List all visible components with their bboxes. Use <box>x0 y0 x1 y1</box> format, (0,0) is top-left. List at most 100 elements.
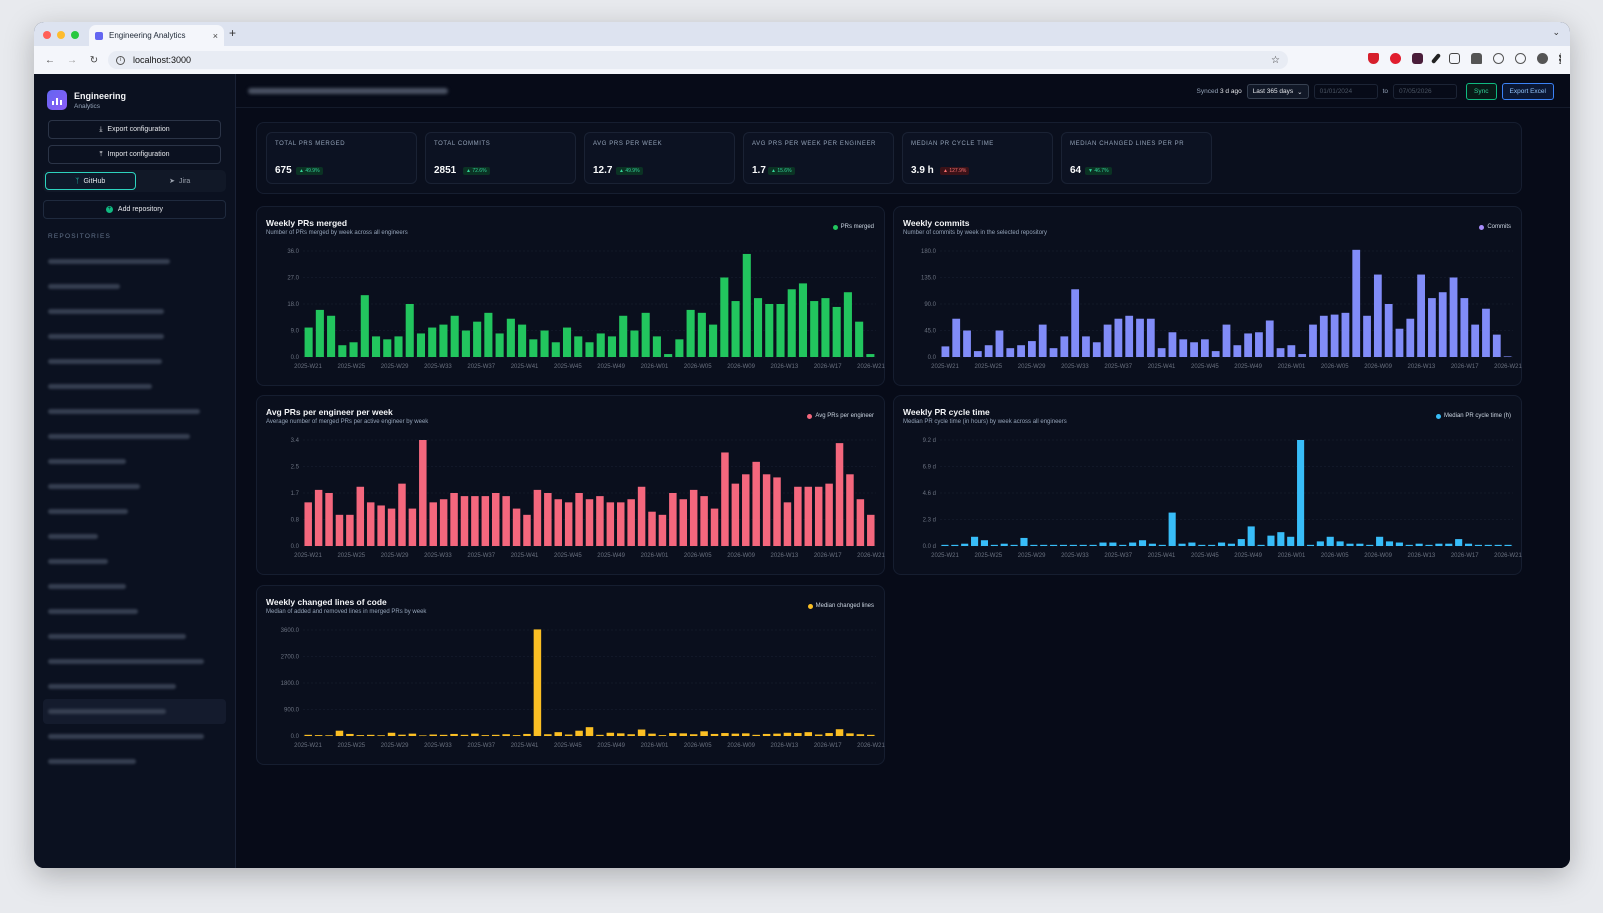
browser-tab[interactable]: Engineering Analytics × <box>89 25 224 46</box>
add-repository-button[interactable]: + Add repository <box>43 200 226 219</box>
chart-bar[interactable] <box>429 502 437 546</box>
chart-bar[interactable] <box>1148 543 1156 546</box>
profile-avatar-icon[interactable] <box>1537 53 1548 64</box>
chart-bar[interactable] <box>439 734 448 736</box>
chart-bar[interactable] <box>710 508 719 546</box>
chart-weekly-pr-cycle-time[interactable]: 9.2 d 6.9 d 4.6 d 2.3 d 0.0 d 2025-W21 2025-W2… <box>894 396 1523 576</box>
chart-bar[interactable] <box>1319 315 1328 357</box>
chart-bar[interactable] <box>783 502 792 546</box>
chart-bar[interactable] <box>1438 292 1447 357</box>
chart-bar[interactable] <box>1297 440 1305 546</box>
chart-bar[interactable] <box>846 733 854 736</box>
chart-bar[interactable] <box>491 493 500 546</box>
chart-bar[interactable] <box>941 346 950 357</box>
chart-bar[interactable] <box>1455 539 1463 546</box>
puzzle-extension-icon[interactable] <box>1449 53 1460 64</box>
chart-bar[interactable] <box>1341 312 1350 357</box>
chart-bar[interactable] <box>408 733 417 736</box>
chart-bar[interactable] <box>1000 543 1008 546</box>
close-tab-icon[interactable]: × <box>212 30 218 41</box>
opera-extension-icon[interactable] <box>1390 53 1401 64</box>
chart-bar[interactable] <box>606 502 615 546</box>
site-info-icon[interactable]: i <box>116 55 125 65</box>
chart-bar[interactable] <box>669 733 677 736</box>
chart-bar[interactable] <box>765 304 774 357</box>
repository-item[interactable] <box>43 599 226 624</box>
chart-bar[interactable] <box>1082 336 1090 357</box>
chart-bar[interactable] <box>1119 544 1127 546</box>
chart-bar[interactable] <box>731 483 740 546</box>
chart-bar[interactable] <box>484 312 493 357</box>
chart-bar[interactable] <box>574 336 583 357</box>
chart-bar[interactable] <box>971 536 979 546</box>
repository-item[interactable] <box>43 424 226 449</box>
chart-bar[interactable] <box>506 318 515 357</box>
chart-bar[interactable] <box>1227 543 1235 546</box>
chart-bar[interactable] <box>471 496 479 546</box>
chart-bar[interactable] <box>1103 324 1112 357</box>
chart-bar[interactable] <box>1028 341 1036 357</box>
chart-bar[interactable] <box>617 502 625 546</box>
chart-bar[interactable] <box>637 486 646 546</box>
chart-bar[interactable] <box>648 511 656 546</box>
chart-bar[interactable] <box>990 544 998 546</box>
chart-bar[interactable] <box>1069 544 1077 546</box>
chart-bar[interactable] <box>652 336 661 357</box>
chart-bar[interactable] <box>814 486 823 546</box>
chart-weekly-prs-merged[interactable]: 36.0 27.0 18.0 9.0 0.0 2025-W21 2025-W25 2025-W… <box>257 207 886 387</box>
chart-bar[interactable] <box>1336 541 1344 546</box>
chart-bar[interactable] <box>669 493 677 546</box>
forward-arrow-icon[interactable]: → <box>67 54 77 66</box>
chart-bar[interactable] <box>855 321 864 357</box>
chart-bar[interactable] <box>1218 542 1226 546</box>
chart-bar[interactable] <box>383 339 392 357</box>
chart-bar[interactable] <box>1417 274 1425 357</box>
chart-bar[interactable] <box>540 330 549 358</box>
chart-bar[interactable] <box>951 544 959 546</box>
chart-bar[interactable] <box>1071 289 1080 357</box>
chart-bar[interactable] <box>709 324 718 357</box>
history-icon[interactable] <box>1515 53 1526 64</box>
glasses-icon[interactable] <box>1493 53 1504 64</box>
chart-bar[interactable] <box>398 483 406 546</box>
chart-bar[interactable] <box>952 318 961 357</box>
chart-bar[interactable] <box>825 483 833 546</box>
chart-bar[interactable] <box>1040 544 1048 546</box>
chart-bar[interactable] <box>1277 532 1285 546</box>
chart-bar[interactable] <box>325 735 333 736</box>
chart-legend[interactable]: Median PR cycle time (h) <box>1435 413 1511 419</box>
chart-bar[interactable] <box>1405 544 1413 546</box>
chart-bar[interactable] <box>1265 320 1274 357</box>
chart-bar[interactable] <box>1287 345 1296 357</box>
repository-item[interactable] <box>43 299 226 324</box>
url-field[interactable]: i localhost:3000 ☆ <box>108 51 1288 69</box>
repository-item[interactable] <box>43 474 226 499</box>
chart-bar[interactable] <box>658 514 667 546</box>
chart-bar[interactable] <box>1168 332 1177 357</box>
chart-bar[interactable] <box>1188 542 1196 546</box>
repository-item[interactable] <box>43 549 226 574</box>
chart-bar[interactable] <box>1395 328 1404 357</box>
chart-bar[interactable] <box>721 733 729 736</box>
chart-bar[interactable] <box>349 342 358 357</box>
chart-bar[interactable] <box>554 499 562 546</box>
chart-bar[interactable] <box>1020 537 1028 546</box>
chart-bar[interactable] <box>544 493 552 546</box>
chart-bar[interactable] <box>697 312 706 357</box>
chart-bar[interactable] <box>304 327 313 357</box>
chart-bar[interactable] <box>1092 342 1101 357</box>
chart-bar[interactable] <box>679 733 688 736</box>
chart-bar[interactable] <box>502 496 510 546</box>
chart-bar[interactable] <box>1138 540 1147 546</box>
chart-bar[interactable] <box>1255 332 1263 357</box>
chart-bar[interactable] <box>460 496 469 546</box>
chart-bar[interactable] <box>1395 542 1403 546</box>
chart-bar[interactable] <box>1363 315 1371 357</box>
chart-bar[interactable] <box>995 330 1004 358</box>
chart-bar[interactable] <box>648 733 656 736</box>
chart-bar[interactable] <box>867 734 875 736</box>
chart-bar[interactable] <box>371 336 381 357</box>
chart-bar[interactable] <box>1157 348 1166 357</box>
chart-bar[interactable] <box>523 733 531 736</box>
chart-bar[interactable] <box>450 315 459 357</box>
